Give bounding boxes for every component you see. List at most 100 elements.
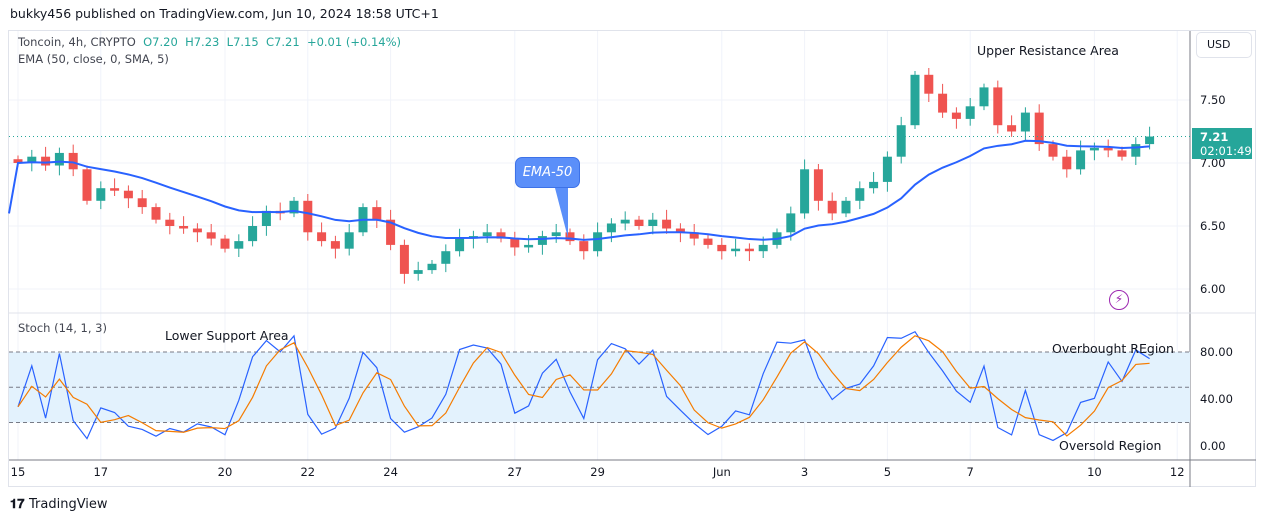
- candle: [800, 169, 810, 214]
- logo-text: TradingView: [29, 497, 108, 512]
- candle: [1048, 144, 1058, 157]
- candle: [41, 156, 51, 166]
- candle: [289, 200, 299, 214]
- candle: [731, 248, 741, 252]
- candle: [524, 244, 534, 248]
- candle: [496, 232, 506, 239]
- price-tick: 6.00: [1200, 282, 1226, 296]
- time-tick: 27: [507, 465, 522, 479]
- candle: [206, 232, 216, 239]
- price-tick: 7.00: [1200, 156, 1226, 170]
- candle: [855, 188, 865, 201]
- candle: [413, 270, 423, 274]
- candle: [248, 226, 258, 242]
- time-tick: 7: [967, 465, 974, 479]
- tv-logo-icon: 𝟏𝟕: [10, 497, 25, 512]
- candle: [344, 232, 354, 249]
- ema-legend[interactable]: EMA (50, close, 0, SMA, 5): [18, 52, 169, 66]
- candle: [579, 241, 589, 252]
- upper-resistance-label: Upper Resistance Area: [977, 43, 1119, 58]
- candle: [427, 263, 437, 271]
- candle: [13, 159, 23, 163]
- time-tick: 17: [93, 465, 108, 479]
- candle: [606, 223, 616, 233]
- tradingview-logo: 𝟏𝟕 TradingView: [10, 497, 108, 512]
- candle: [510, 238, 520, 248]
- candle: [1034, 112, 1044, 145]
- candle: [330, 241, 340, 249]
- candle: [951, 112, 961, 119]
- candle: [1089, 147, 1099, 151]
- stoch-legend[interactable]: Stoch (14, 1, 3): [18, 321, 107, 335]
- candle: [689, 232, 699, 239]
- price-tick: 6.50: [1200, 219, 1226, 233]
- candle: [455, 238, 465, 252]
- candle: [537, 236, 547, 245]
- change-value: +0.01 (+0.14%): [306, 35, 401, 49]
- candle: [662, 219, 672, 229]
- stoch-d-line: [17, 335, 1150, 437]
- candle: [386, 219, 396, 245]
- candle: [744, 248, 754, 252]
- time-tick: 29: [590, 465, 605, 479]
- candle: [896, 125, 906, 157]
- candle: [1145, 136, 1155, 145]
- candle: [938, 93, 948, 113]
- lightning-icon[interactable]: ⚡: [1109, 290, 1129, 310]
- ema-line: [8, 139, 1150, 241]
- time-tick: 12: [1170, 465, 1185, 479]
- candle: [151, 207, 161, 220]
- oversold-label: Oversold Region: [1059, 438, 1162, 453]
- candle: [979, 87, 989, 107]
- time-tick: Jun: [712, 465, 731, 479]
- candle: [54, 152, 64, 166]
- candle: [372, 207, 382, 220]
- candle: [110, 188, 120, 191]
- candle: [551, 232, 561, 237]
- time-tick: 5: [884, 465, 891, 479]
- candle: [234, 241, 244, 249]
- candle: [261, 210, 271, 226]
- candle: [123, 190, 133, 199]
- candle: [1062, 156, 1072, 170]
- high-value: H7.23: [185, 35, 220, 49]
- candle: [220, 238, 230, 249]
- publisher-line: bukky456 published on TradingView.com, J…: [10, 6, 439, 21]
- time-tick: 22: [300, 465, 315, 479]
- candle: [841, 200, 851, 214]
- candle: [924, 74, 934, 94]
- callout-pointer: [555, 188, 568, 238]
- stoch-tick: 0.00: [1200, 439, 1226, 453]
- candle: [593, 232, 603, 252]
- candle: [882, 156, 892, 182]
- candle: [717, 244, 727, 252]
- chart-frame: [8, 30, 1256, 487]
- candle: [179, 226, 189, 229]
- candle: [399, 244, 409, 274]
- stoch-tick: 80.00: [1200, 345, 1233, 359]
- currency-button[interactable]: USD: [1196, 32, 1252, 58]
- low-value: L7.15: [226, 35, 259, 49]
- bar-countdown: 02:01:49: [1200, 144, 1252, 158]
- candle: [758, 244, 768, 252]
- candle: [441, 251, 451, 264]
- candle: [786, 213, 796, 233]
- stoch-tick: 40.00: [1200, 392, 1233, 406]
- candle: [165, 219, 175, 226]
- candle: [703, 238, 713, 245]
- candle: [1103, 147, 1113, 151]
- candle: [648, 219, 658, 226]
- candle: [1076, 150, 1086, 170]
- candle: [965, 106, 975, 119]
- stoch-k-line: [17, 330, 1150, 442]
- candle: [910, 74, 920, 126]
- candle: [1007, 125, 1017, 132]
- time-tick: 10: [1087, 465, 1102, 479]
- candle: [565, 232, 575, 242]
- last-price: 7.21: [1200, 130, 1229, 144]
- close-value: C7.21: [266, 35, 300, 49]
- candle: [1020, 112, 1030, 132]
- candle: [620, 219, 630, 224]
- open-value: O7.20: [143, 35, 178, 49]
